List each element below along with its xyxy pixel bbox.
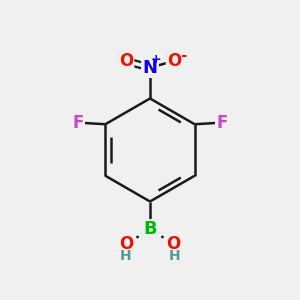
Text: F: F — [216, 114, 228, 132]
Text: H: H — [120, 249, 131, 263]
Text: O: O — [119, 52, 133, 70]
Text: N: N — [142, 58, 158, 76]
Text: +: + — [151, 53, 161, 66]
Text: F: F — [72, 114, 84, 132]
Text: B: B — [143, 220, 157, 238]
Text: O: O — [119, 235, 134, 253]
Text: O: O — [167, 52, 181, 70]
Text: O: O — [167, 235, 181, 253]
Text: -: - — [180, 48, 186, 63]
Text: H: H — [169, 249, 180, 263]
